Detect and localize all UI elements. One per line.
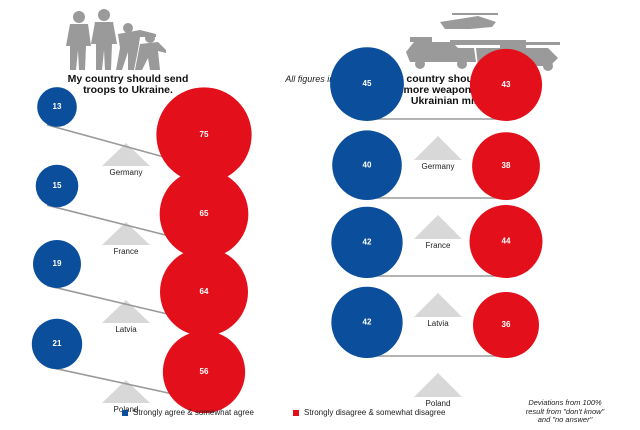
country-label-1-2: Latvia (427, 319, 449, 328)
agree-circle-0-1 (35, 164, 79, 208)
disagree-circle-0-0 (156, 87, 252, 183)
soldiers-silhouette-icon (66, 9, 166, 70)
fulcrum-0-1 (102, 222, 150, 245)
agree-label-0-0: 13 (53, 102, 62, 111)
chart-title-troops: My country should send troops to Ukraine… (67, 73, 189, 96)
disagree-label-0-2: 64 (200, 287, 209, 296)
fulcrum-1-1 (414, 215, 462, 239)
fulcrum-0-3 (102, 380, 150, 403)
legend-agree-label: Strongly agree & somewhat agree (133, 408, 254, 417)
legend-disagree-swatch (293, 409, 299, 416)
agree-label-0-2: 19 (53, 259, 62, 268)
disagree-circle-1-2 (469, 205, 543, 278)
country-label-1-1: France (426, 241, 451, 250)
agree-circle-1-0 (330, 47, 404, 121)
agree-label-1-3: 42 (363, 317, 372, 326)
agree-circle-0-0 (37, 87, 77, 127)
disagree-circle-1-0 (469, 48, 543, 121)
disagree-label-1-3: 36 (502, 320, 511, 329)
agree-label-1-2: 42 (363, 237, 372, 246)
legend-disagree: Strongly disagree & somewhat disagree (293, 408, 445, 417)
disagree-label-1-0: 43 (502, 80, 511, 89)
disagree-circle-0-2 (160, 248, 248, 336)
agree-circle-0-2 (33, 240, 81, 288)
deviation-note: Deviations from 100% result from "don't … (525, 398, 605, 424)
legend-agree: Strongly agree & somewhat agree (122, 408, 254, 417)
agree-circle-1-2 (331, 206, 403, 278)
fulcrum-1-3 (414, 373, 462, 397)
legend-disagree-label: Strongly disagree & somewhat disagree (304, 408, 446, 417)
units-note: All figures in % (285, 74, 345, 84)
disagree-label-0-3: 56 (200, 367, 209, 376)
disagree-label-0-1: 65 (200, 209, 209, 218)
country-label-1-0: Germany (422, 162, 455, 171)
agree-circle-1-1 (332, 130, 402, 200)
agree-circle-1-3 (331, 286, 403, 358)
country-label-0-2: Latvia (115, 325, 137, 334)
disagree-label-1-1: 38 (502, 161, 511, 170)
fulcrum-0-0 (102, 143, 150, 166)
disagree-circle-1-1 (472, 132, 540, 200)
agree-circle-0-3 (31, 318, 83, 370)
fulcrum-0-2 (102, 300, 150, 323)
disagree-circle-1-3 (473, 292, 539, 358)
agree-label-0-3: 21 (53, 339, 62, 348)
country-label-0-1: France (114, 247, 139, 256)
agree-label-0-1: 15 (53, 181, 62, 190)
disagree-circle-0-1 (159, 169, 249, 259)
country-label-1-3: Poland (426, 399, 451, 408)
agree-label-1-0: 45 (363, 79, 372, 88)
fulcrum-1-2 (414, 293, 462, 317)
disagree-label-0-0: 75 (200, 130, 209, 139)
fulcrum-1-0 (414, 136, 462, 160)
country-label-0-0: Germany (110, 168, 143, 177)
disagree-label-1-2: 44 (502, 237, 511, 246)
legend-agree-swatch (122, 409, 128, 416)
disagree-circle-0-3 (162, 330, 246, 414)
agree-label-1-1: 40 (363, 160, 372, 169)
